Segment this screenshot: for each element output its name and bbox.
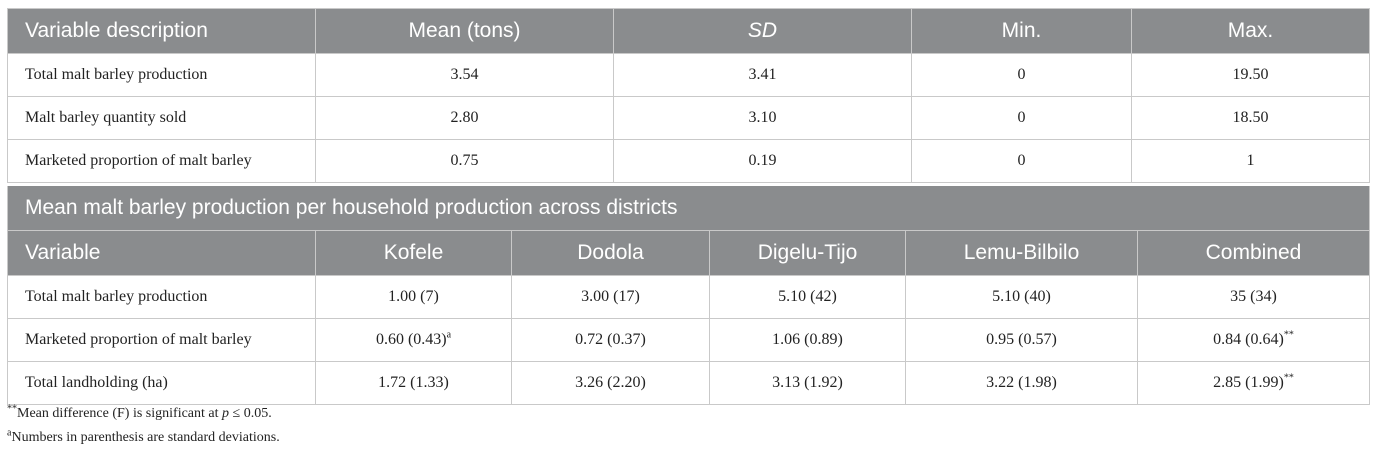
- cell-dodola: 3.26 (2.20): [511, 361, 710, 405]
- cell-mean: 0.75: [315, 139, 614, 183]
- header-min: Min.: [911, 8, 1132, 54]
- row-label: Total landholding (ha): [7, 361, 316, 405]
- cell-dodola: 0.72 (0.37): [511, 318, 710, 362]
- cell-lemu-bilbilo: 0.95 (0.57): [905, 318, 1138, 362]
- footnote-p-symbol: p: [222, 406, 230, 421]
- header-kofele: Kofele: [315, 230, 512, 276]
- row-label: Marketed proportion of malt barley: [7, 318, 316, 362]
- cell-value: 2.85 (1.99): [1213, 374, 1284, 391]
- cell-max: 18.50: [1131, 96, 1370, 140]
- header-combined: Combined: [1136, 230, 1371, 276]
- footnote-mark: a: [446, 329, 452, 341]
- cell-min: 0: [911, 53, 1132, 97]
- cell-min: 0: [911, 96, 1132, 140]
- table-footnotes: **Mean difference (F) is significant at …: [7, 402, 280, 450]
- row-label: Marketed proportion of malt barley: [7, 139, 316, 183]
- table-row: Total malt barley production 1.00 (7) 3.…: [7, 275, 1371, 319]
- cell-mean: 2.80: [315, 96, 614, 140]
- cell-digelu-tijo: 3.13 (1.92): [709, 361, 906, 405]
- cell-dodola: 3.00 (17): [511, 275, 710, 319]
- table-row: Marketed proportion of malt barley 0.60 …: [7, 318, 1371, 362]
- cell-sd: 0.19: [613, 139, 912, 183]
- cell-sd: 3.41: [613, 53, 912, 97]
- table2-header-row: Variable Kofele Dodola Digelu-Tijo Lemu-…: [7, 230, 1371, 276]
- descriptive-statistics-table: Variable description Mean (tons) SD Min.…: [7, 8, 1370, 183]
- cell-digelu-tijo: 1.06 (0.89): [709, 318, 906, 362]
- cell-mean: 3.54: [315, 53, 614, 97]
- footnote-significance: **Mean difference (F) is significant at …: [7, 402, 280, 426]
- footnote-standard-deviation: aNumbers in parenthesis are standard dev…: [7, 426, 280, 450]
- table-row: Marketed proportion of malt barley 0.75 …: [7, 139, 1370, 183]
- cell-max: 19.50: [1131, 53, 1370, 97]
- cell-lemu-bilbilo: 5.10 (40): [905, 275, 1138, 319]
- table1-header-row: Variable description Mean (tons) SD Min.…: [7, 8, 1370, 54]
- cell-combined: 2.85 (1.99)**: [1136, 361, 1371, 405]
- table-row: Total malt barley production 3.54 3.41 0…: [7, 53, 1370, 97]
- footnote-text: Numbers in parenthesis are standard devi…: [11, 430, 280, 445]
- table-row: Malt barley quantity sold 2.80 3.10 0 18…: [7, 96, 1370, 140]
- header-max: Max.: [1131, 8, 1370, 54]
- cell-value: 0.60 (0.43): [375, 331, 447, 348]
- header-sd: SD: [613, 8, 912, 54]
- cell-kofele: 0.60 (0.43)a: [315, 318, 512, 362]
- header-variable: Variable: [7, 230, 316, 276]
- header-dodola: Dodola: [511, 230, 710, 276]
- significance-mark: **: [1283, 372, 1294, 384]
- footnote-threshold: ≤ 0.05.: [232, 406, 272, 421]
- table2-title-row: Mean malt barley production per househol…: [6, 183, 1371, 231]
- cell-min: 0: [911, 139, 1132, 183]
- summary-table-container: Variable description Mean (tons) SD Min.…: [6, 8, 1371, 405]
- row-label: Malt barley quantity sold: [7, 96, 316, 140]
- cell-max: 1: [1131, 139, 1370, 183]
- significance-mark: **: [1283, 329, 1294, 341]
- district-comparison-table: Mean malt barley production per househol…: [6, 183, 1371, 405]
- footnote-text: Mean difference (F) is significant at: [17, 406, 219, 421]
- header-mean: Mean (tons): [315, 8, 614, 54]
- footnote-mark: **: [7, 403, 17, 415]
- cell-sd: 3.10: [613, 96, 912, 140]
- header-variable-description: Variable description: [7, 8, 316, 54]
- cell-kofele: 1.00 (7): [315, 275, 512, 319]
- table-row: Total landholding (ha) 1.72 (1.33) 3.26 …: [7, 361, 1371, 405]
- footnote-mark: a: [7, 427, 12, 439]
- header-lemu-bilbilo: Lemu-Bilbilo: [905, 230, 1138, 276]
- cell-lemu-bilbilo: 3.22 (1.98): [905, 361, 1138, 405]
- cell-combined: 35 (34): [1136, 275, 1371, 319]
- row-label: Total malt barley production: [7, 275, 316, 319]
- row-label: Total malt barley production: [7, 53, 316, 97]
- cell-kofele: 1.72 (1.33): [315, 361, 512, 405]
- cell-combined: 0.84 (0.64)**: [1136, 318, 1371, 362]
- table2-title: Mean malt barley production per househol…: [6, 183, 1371, 231]
- cell-digelu-tijo: 5.10 (42): [709, 275, 906, 319]
- header-digelu-tijo: Digelu-Tijo: [709, 230, 906, 276]
- cell-value: 0.84 (0.64): [1213, 331, 1284, 348]
